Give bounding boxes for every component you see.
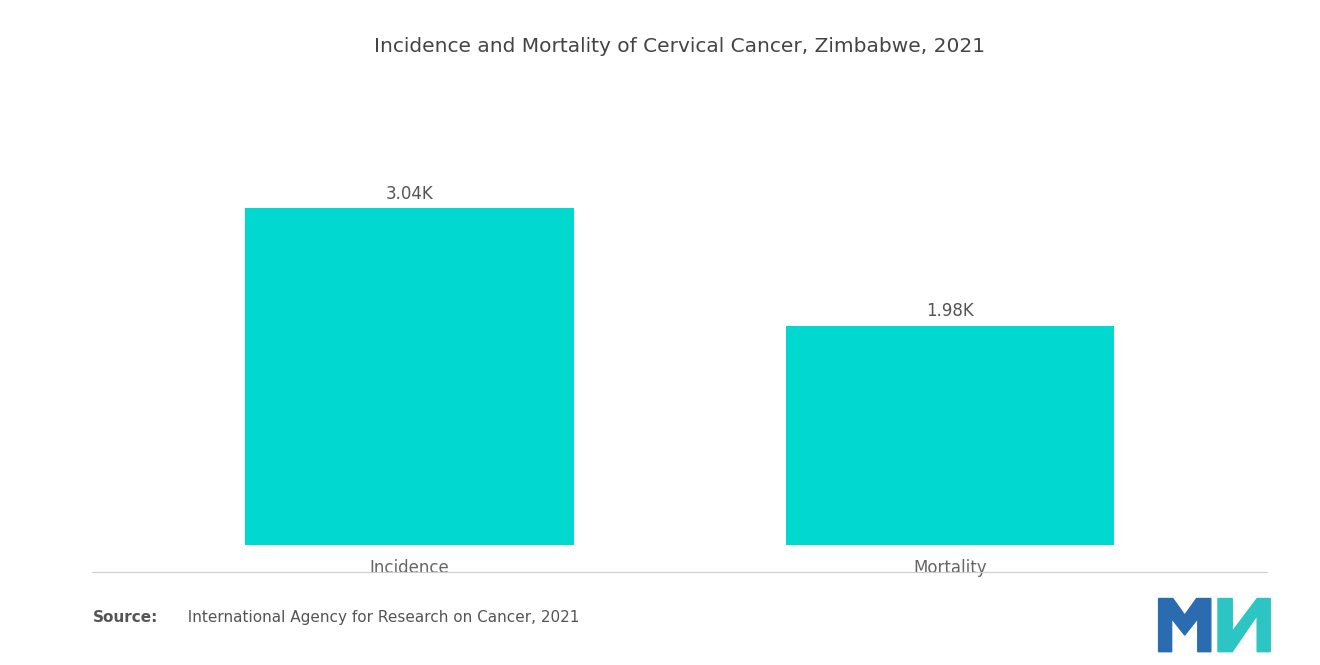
Text: Source:: Source: [92, 610, 158, 625]
Polygon shape [1218, 598, 1270, 652]
Bar [246, 208, 574, 545]
Title: Incidence and Mortality of Cervical Cancer, Zimbabwe, 2021: Incidence and Mortality of Cervical Canc… [375, 37, 985, 56]
Text: 1.98K: 1.98K [927, 303, 974, 321]
Bar [785, 326, 1114, 545]
Text: International Agency for Research on Cancer, 2021: International Agency for Research on Can… [178, 610, 579, 625]
Text: 3.04K: 3.04K [385, 185, 433, 203]
Polygon shape [1159, 598, 1210, 652]
